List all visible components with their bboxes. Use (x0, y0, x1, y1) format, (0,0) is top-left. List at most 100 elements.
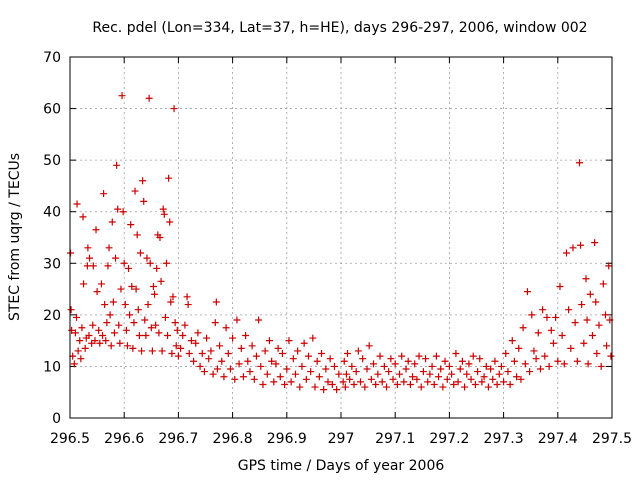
data-point (346, 375, 354, 383)
data-point (291, 370, 299, 378)
data-point (121, 301, 129, 309)
data-point (396, 370, 404, 378)
data-point (96, 339, 104, 347)
data-point (569, 244, 577, 252)
data-point (167, 298, 175, 306)
data-point (138, 347, 146, 355)
data-point (123, 342, 131, 350)
data-point (161, 313, 169, 321)
data-point (463, 370, 471, 378)
data-point (393, 380, 401, 388)
data-point (605, 262, 613, 270)
data-point (244, 357, 252, 365)
data-point (155, 329, 163, 337)
data-point (79, 213, 87, 221)
data-point (554, 357, 562, 365)
data-point (113, 161, 121, 169)
data-point (152, 321, 160, 329)
data-point (484, 383, 492, 391)
data-point (404, 357, 412, 365)
data-point (302, 375, 310, 383)
data-point (578, 301, 586, 309)
data-point (359, 355, 367, 363)
data-point (162, 259, 170, 267)
data-point (229, 334, 237, 342)
data-point (565, 306, 573, 314)
data-point (543, 313, 551, 321)
data-point (153, 264, 161, 272)
x-tick-label: 297.2 (429, 431, 469, 447)
data-point (259, 380, 267, 388)
data-point (435, 373, 443, 381)
data-point (68, 326, 76, 334)
data-point (134, 306, 142, 314)
data-point (108, 218, 116, 226)
data-point (160, 210, 168, 218)
data-point (387, 355, 395, 363)
x-tick-label: 296.8 (213, 431, 253, 447)
data-point (122, 326, 130, 334)
data-point (482, 362, 490, 370)
data-point (95, 326, 103, 334)
data-point (172, 342, 180, 350)
data-point (422, 355, 430, 363)
data-point (480, 373, 488, 381)
data-point (171, 319, 179, 327)
x-tick-label: 297 (328, 431, 355, 447)
data-point (85, 331, 93, 339)
data-point (92, 226, 100, 234)
data-point (536, 365, 544, 373)
data-point (383, 383, 391, 391)
data-point (103, 319, 111, 327)
data-point (212, 298, 220, 306)
data-point (198, 350, 206, 358)
data-point (67, 306, 75, 314)
data-point (558, 331, 566, 339)
data-point (80, 280, 88, 288)
data-point (116, 339, 124, 347)
data-point (235, 360, 243, 368)
data-point (601, 311, 609, 319)
data-point (339, 378, 347, 386)
chart-title: Rec. pdel (Lon=334, Lat=37, h=HE), days … (92, 20, 587, 36)
x-tick-label: 296.6 (104, 431, 144, 447)
x-tick-label: 297.5 (592, 431, 632, 447)
data-point (222, 324, 230, 332)
data-point (448, 370, 456, 378)
data-point (166, 218, 174, 226)
data-point (428, 362, 436, 370)
data-point (226, 365, 234, 373)
data-point (354, 347, 362, 355)
data-point (97, 280, 105, 288)
data-point (333, 386, 341, 394)
data-point (83, 262, 91, 270)
data-point (84, 244, 92, 252)
data-point (582, 275, 590, 283)
data-point (70, 360, 78, 368)
data-point (562, 249, 570, 257)
data-point (183, 293, 191, 301)
data-point (114, 205, 122, 213)
data-point (573, 357, 581, 365)
data-point (328, 380, 336, 388)
data-point (99, 331, 107, 339)
data-point (86, 254, 94, 262)
data-point (211, 319, 219, 327)
data-point (430, 380, 438, 388)
data-point (385, 368, 393, 376)
data-point (583, 316, 591, 324)
data-point (218, 357, 226, 365)
data-point (164, 331, 172, 339)
data-point (115, 321, 123, 329)
data-point (489, 375, 497, 383)
data-point (547, 326, 555, 334)
data-point (528, 311, 536, 319)
data-point (532, 355, 540, 363)
data-point (143, 254, 151, 262)
data-point (298, 362, 306, 370)
data-points (67, 92, 615, 394)
data-point (73, 313, 81, 321)
data-point (584, 360, 592, 368)
data-point (296, 383, 304, 391)
